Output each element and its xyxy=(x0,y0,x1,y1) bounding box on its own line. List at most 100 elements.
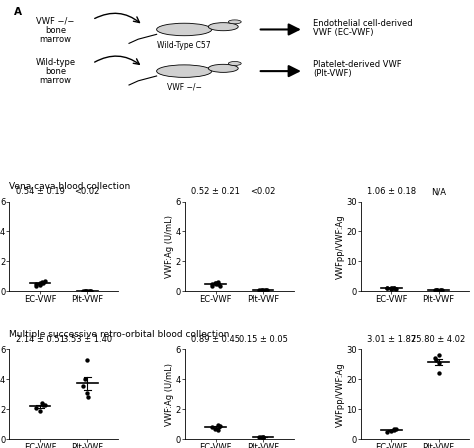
Point xyxy=(255,434,263,441)
Point xyxy=(390,426,398,434)
Point xyxy=(85,287,93,294)
Point xyxy=(32,282,40,289)
Point xyxy=(257,433,264,440)
Point xyxy=(434,287,441,294)
Text: Vena cava blood collection: Vena cava blood collection xyxy=(9,182,131,191)
Point xyxy=(217,282,224,289)
Point xyxy=(383,285,391,292)
Point xyxy=(392,285,400,292)
Text: <0.02: <0.02 xyxy=(74,187,100,196)
Point xyxy=(36,281,44,288)
Text: 2.14 ± 0.51: 2.14 ± 0.51 xyxy=(16,335,64,344)
Text: marrow: marrow xyxy=(39,34,72,44)
Text: A: A xyxy=(14,7,22,17)
Point xyxy=(392,426,400,433)
Point xyxy=(390,284,397,291)
Point xyxy=(82,287,89,294)
Point xyxy=(36,281,44,289)
Point xyxy=(435,370,443,377)
Y-axis label: VWFpp/VWF:Ag: VWFpp/VWF:Ag xyxy=(336,214,345,279)
Point xyxy=(262,287,270,294)
Point xyxy=(387,427,395,434)
Text: 3.01 ± 1.87: 3.01 ± 1.87 xyxy=(367,335,416,344)
Point xyxy=(435,287,442,294)
Point xyxy=(39,402,46,409)
Y-axis label: VWF:Ag (U/mL): VWF:Ag (U/mL) xyxy=(165,215,174,278)
Text: Endothelial cell-derived: Endothelial cell-derived xyxy=(313,19,412,28)
Point xyxy=(212,280,219,287)
Text: bone: bone xyxy=(45,26,66,35)
Y-axis label: VWFpp/VWF:Ag: VWFpp/VWF:Ag xyxy=(336,362,345,426)
Point xyxy=(86,288,94,295)
Point xyxy=(383,284,391,292)
Point xyxy=(212,281,220,288)
Text: 3.53 ± 1.40: 3.53 ± 1.40 xyxy=(63,335,112,344)
Point xyxy=(433,287,440,294)
Point xyxy=(261,287,268,294)
Point xyxy=(257,287,264,294)
Point xyxy=(390,425,397,432)
Point xyxy=(38,400,46,407)
Point xyxy=(438,287,446,294)
Point xyxy=(259,433,267,440)
Point xyxy=(214,426,222,434)
Point xyxy=(36,408,43,415)
Point xyxy=(431,287,438,294)
Point xyxy=(258,287,265,294)
Text: VWF (EC-VWF): VWF (EC-VWF) xyxy=(313,28,374,37)
Text: <0.02: <0.02 xyxy=(250,187,276,196)
Point xyxy=(82,376,89,383)
Text: Multiple successive retro-orbital blood collection: Multiple successive retro-orbital blood … xyxy=(9,330,230,339)
Point xyxy=(215,280,222,287)
Point xyxy=(390,284,398,292)
Text: 0.89 ± 0.45: 0.89 ± 0.45 xyxy=(191,335,240,344)
Point xyxy=(388,284,396,292)
Point xyxy=(32,280,40,287)
Ellipse shape xyxy=(156,65,212,78)
Text: marrow: marrow xyxy=(39,76,72,85)
Point xyxy=(211,425,219,432)
Point xyxy=(435,359,442,366)
Point xyxy=(87,287,95,294)
Point xyxy=(83,389,91,396)
Point xyxy=(208,282,216,289)
Point xyxy=(259,287,267,294)
Point xyxy=(214,278,222,285)
Text: 0.15 ± 0.05: 0.15 ± 0.05 xyxy=(238,335,287,344)
Point xyxy=(80,383,87,390)
Point xyxy=(435,352,442,359)
Text: 0.54 ± 0.19: 0.54 ± 0.19 xyxy=(16,187,64,196)
Point xyxy=(255,287,263,294)
Point xyxy=(79,287,87,294)
Point xyxy=(41,277,48,284)
Point xyxy=(433,287,440,294)
Text: (Plt-VWF): (Plt-VWF) xyxy=(313,69,352,78)
Ellipse shape xyxy=(228,20,241,24)
Point xyxy=(83,356,91,363)
Point xyxy=(438,287,445,294)
Text: N/A: N/A xyxy=(431,187,446,196)
Point xyxy=(259,433,267,440)
Text: VWF −/−: VWF −/− xyxy=(36,17,74,26)
Text: 25.80 ± 4.02: 25.80 ± 4.02 xyxy=(411,335,466,344)
Point xyxy=(388,284,395,292)
Text: 1.06 ± 0.18: 1.06 ± 0.18 xyxy=(367,187,416,196)
Text: Wild-type: Wild-type xyxy=(36,58,75,67)
Point xyxy=(387,285,395,292)
Point xyxy=(383,428,391,435)
Point xyxy=(211,279,219,286)
Point xyxy=(83,287,91,294)
Text: Platelet-derived VWF: Platelet-derived VWF xyxy=(313,60,401,69)
Point xyxy=(437,287,444,294)
Text: VWF −/−: VWF −/− xyxy=(167,83,201,92)
Point xyxy=(215,422,222,429)
Point xyxy=(82,287,89,294)
Point xyxy=(38,278,46,285)
Ellipse shape xyxy=(209,65,238,73)
Point xyxy=(41,401,48,408)
Point xyxy=(208,280,216,288)
Point xyxy=(259,434,267,441)
Point xyxy=(82,287,90,294)
Point xyxy=(217,422,224,430)
Point xyxy=(433,356,440,363)
